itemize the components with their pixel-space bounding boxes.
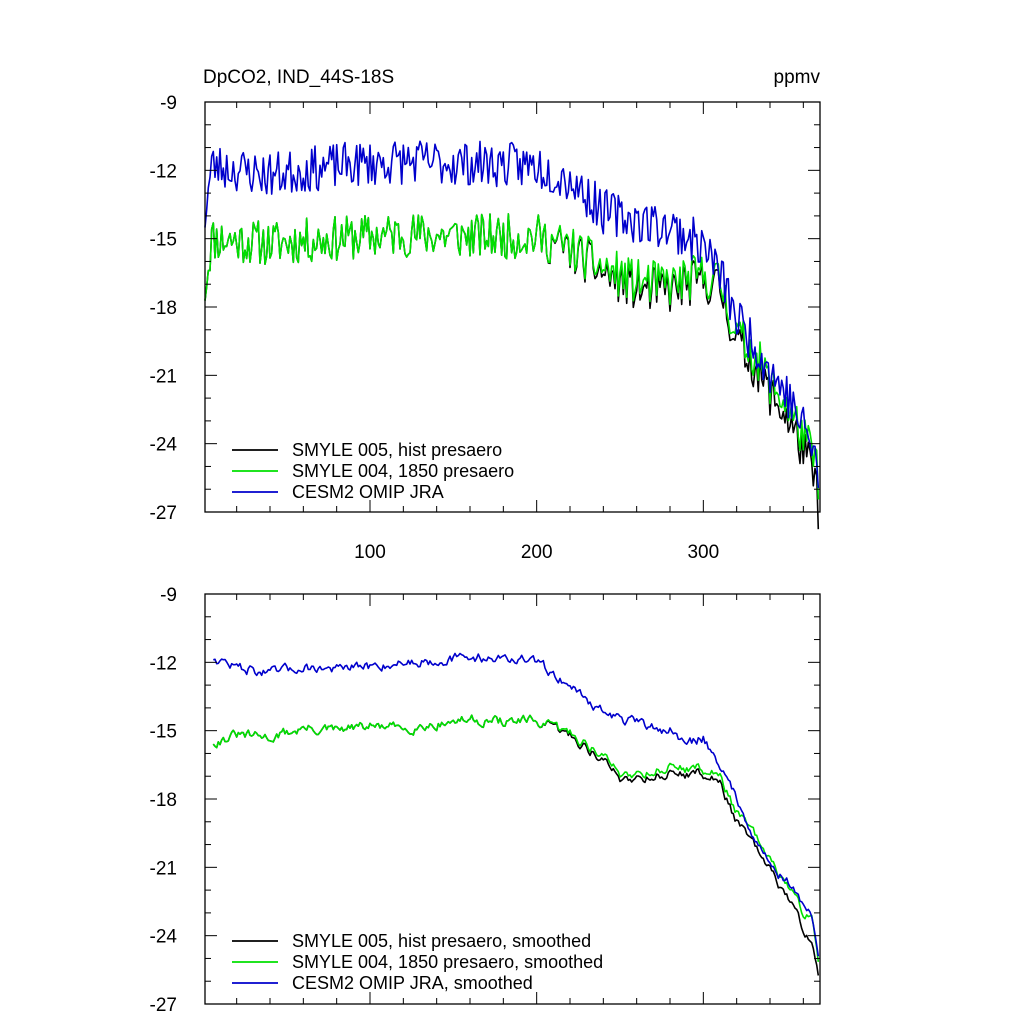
y-tick-label: -27 [150, 995, 177, 1016]
top-series-group [204, 140, 820, 530]
y-tick-label: -24 [150, 927, 178, 948]
top-axis-ticks [205, 101, 820, 513]
y-tick-label: -9 [160, 93, 177, 114]
y-tick-label: -15 [150, 230, 177, 251]
y-tick-label: -12 [150, 161, 177, 182]
y-tick-label: -21 [150, 858, 177, 879]
legend-label-2: CESM2 OMIP JRA, smoothed [292, 973, 533, 993]
y-tick-label: -12 [150, 653, 177, 674]
legend-label-2: CESM2 OMIP JRA [292, 482, 444, 502]
bottom-series-group [212, 652, 820, 976]
top-x-tick-labels: 100 200 300 [354, 542, 719, 563]
top-y-tick-labels: -9 -12 -15 -18 -21 -24 -27 [150, 93, 178, 524]
legend-label-1: SMYLE 004, 1850 presaero, smoothed [292, 952, 603, 972]
y-tick-label: -9 [160, 585, 177, 606]
top-title: DpCO2, IND_44S-18S [203, 67, 394, 88]
bottom-panel: -9 -12 -15 -18 -21 -24 -27 SMYLE 005, hist pre… [150, 585, 821, 1016]
y-tick-label: -27 [150, 503, 177, 524]
series-line-2 [204, 140, 820, 489]
series-line-1 [212, 714, 820, 962]
y-tick-label: -18 [150, 298, 177, 319]
y-tick-label: -15 [150, 722, 177, 743]
y-tick-label: -21 [150, 366, 177, 387]
bottom-y-tick-labels: -9 -12 -15 -18 -21 -24 -27 [150, 585, 178, 1016]
legend-label-1: SMYLE 004, 1850 presaero [292, 461, 514, 481]
legend-label-0: SMYLE 005, hist presaero, smoothed [292, 931, 591, 951]
top-units: ppmv [774, 67, 821, 88]
x-tick-label: 300 [687, 542, 719, 563]
series-line-2 [213, 652, 820, 957]
y-tick-label: -24 [150, 435, 178, 456]
bottom-legend: SMYLE 005, hist presaero, smoothedSMYLE … [232, 931, 603, 993]
bottom-axis-ticks [205, 593, 820, 1005]
series-line-1 [204, 213, 820, 500]
x-tick-label: 200 [521, 542, 553, 563]
x-tick-label: 100 [354, 542, 386, 563]
legend-label-0: SMYLE 005, hist presaero [292, 440, 502, 460]
top-panel: DpCO2, IND_44S-18S ppmv -9 -12 -15 -18 -21 -2… [150, 67, 821, 563]
y-tick-label: -18 [150, 790, 177, 811]
